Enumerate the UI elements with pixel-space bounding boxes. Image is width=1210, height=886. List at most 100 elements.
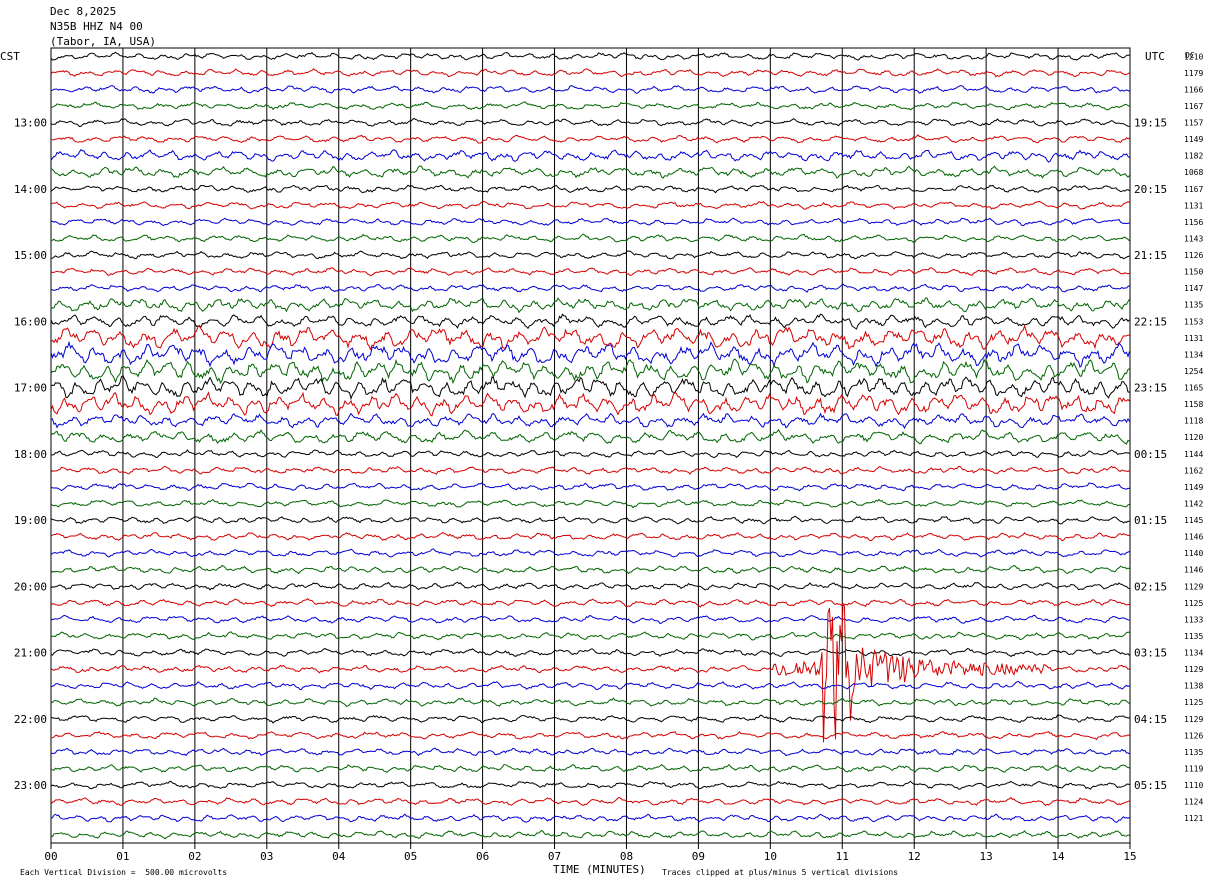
dc-offset-label: 1126 — [1184, 731, 1203, 740]
seismic-trace — [51, 200, 1130, 210]
scale-note: Each Vertical Division = 500.00 microvol… — [20, 868, 228, 877]
seismic-trace — [50, 184, 1130, 194]
right-hour-label: 05:15 — [1134, 779, 1167, 792]
seismic-trace — [50, 598, 1130, 608]
seismic-trace — [50, 428, 1130, 445]
x-tick-label: 10 — [764, 850, 777, 863]
seismic-trace — [51, 101, 1130, 111]
right-hour-label: 21:15 — [1134, 249, 1167, 262]
seismic-trace — [50, 631, 1130, 641]
dc-offset-label: 1125 — [1184, 698, 1203, 707]
dc-offset-label: 1254 — [1184, 367, 1203, 376]
seismic-trace — [50, 813, 1130, 823]
dc-offset-label: 1145 — [1184, 516, 1203, 525]
dc-offset-label: 1068 — [1184, 168, 1203, 177]
left-hour-label: 21:00 — [14, 647, 47, 660]
x-tick-label: 04 — [332, 850, 346, 863]
seismic-trace — [50, 391, 1130, 417]
dc-offset-label: 1110 — [1184, 781, 1203, 790]
x-tick-label: 03 — [260, 850, 273, 863]
right-hour-label: 02:15 — [1134, 580, 1167, 593]
seismic-trace — [50, 449, 1130, 459]
plot-location: (Tabor, IA, USA) — [50, 35, 156, 48]
left-hour-label: 19:00 — [14, 514, 47, 527]
dc-offset-label: 1131 — [1184, 201, 1203, 210]
left-hour-label: 13:00 — [14, 117, 47, 130]
x-axis-title: TIME (MINUTES) — [553, 863, 646, 876]
left-hour-label: 20:00 — [14, 580, 47, 593]
seismic-trace — [50, 697, 1130, 708]
seismic-trace — [50, 134, 1130, 144]
right-hour-label: 23:15 — [1134, 382, 1167, 395]
seismic-trace — [50, 680, 1130, 691]
dc-offset-label: 1182 — [1184, 152, 1203, 161]
seismic-trace — [50, 515, 1130, 525]
x-tick-label: 11 — [836, 850, 849, 863]
seismic-trace — [50, 714, 1130, 724]
seismic-trace — [50, 233, 1130, 244]
right-hour-label: 20:15 — [1134, 183, 1167, 196]
dc-offset-label: 1150 — [1184, 268, 1203, 277]
dc-offset-label: 1156 — [1184, 218, 1203, 227]
seismic-trace — [50, 581, 1130, 591]
dc-offset-label: 1165 — [1184, 384, 1203, 393]
seismic-trace — [51, 283, 1130, 293]
plot-date: Dec 8,2025 — [50, 5, 117, 18]
dc-offset-label: 1143 — [1184, 234, 1203, 243]
dc-offset-label: 1157 — [1184, 119, 1203, 128]
dc-offset-label: 1134 — [1184, 350, 1203, 359]
dc-offset-label: 1166 — [1184, 85, 1203, 94]
x-tick-label: 07 — [548, 850, 561, 863]
seismic-trace — [50, 374, 1130, 401]
x-tick-label: 00 — [44, 850, 57, 863]
right-hour-label: 00:15 — [1134, 448, 1167, 461]
dc-offset-label: 1129 — [1184, 715, 1203, 724]
seismic-trace — [50, 68, 1130, 78]
right-hour-label: 03:15 — [1134, 647, 1167, 660]
seismic-trace — [50, 564, 1130, 575]
x-tick-label: 14 — [1051, 850, 1065, 863]
seismic-trace — [50, 603, 1130, 743]
x-tick-label: 09 — [692, 850, 705, 863]
dc-offset-label: 1121 — [1184, 814, 1203, 823]
dc-offset-label: 1147 — [1184, 284, 1203, 293]
seismic-trace — [50, 747, 1130, 757]
seismic-trace — [50, 297, 1130, 314]
right-hour-label: 01:15 — [1134, 514, 1167, 527]
seismic-trace — [50, 614, 1130, 625]
seismic-trace — [50, 730, 1130, 741]
seismic-trace — [50, 482, 1130, 492]
dc-offset-label: 1149 — [1184, 135, 1203, 144]
dc-offset-label: 1146 — [1184, 533, 1203, 542]
seismic-trace — [50, 412, 1130, 430]
dc-column-label: DC — [1185, 51, 1195, 60]
x-tick-label: 15 — [1123, 850, 1136, 863]
dc-offset-label: 1129 — [1184, 582, 1203, 591]
x-tick-label: 01 — [116, 850, 129, 863]
left-hour-label: 16:00 — [14, 315, 47, 328]
dc-offset-label: 1135 — [1184, 748, 1203, 757]
dc-offset-label: 1119 — [1184, 764, 1203, 773]
right-timezone-label: UTC — [1145, 50, 1165, 63]
seismic-trace — [50, 648, 1130, 658]
x-tick-label: 12 — [908, 850, 921, 863]
x-tick-label: 06 — [476, 850, 489, 863]
dc-offset-label: 1118 — [1184, 417, 1203, 426]
dc-offset-label: 1126 — [1184, 251, 1203, 260]
dc-offset-label: 1179 — [1184, 69, 1203, 78]
dc-offset-label: 1140 — [1184, 549, 1203, 558]
dc-offset-label: 1138 — [1184, 682, 1203, 691]
plot-frame — [50, 47, 1131, 844]
seismic-trace — [50, 498, 1130, 509]
seismic-trace — [50, 148, 1130, 163]
dc-offset-label: 1153 — [1184, 317, 1203, 326]
left-hour-label: 22:00 — [14, 713, 47, 726]
left-hour-label: 15:00 — [14, 249, 47, 262]
dc-offset-label: 1125 — [1184, 599, 1203, 608]
left-hour-label: 18:00 — [14, 448, 47, 461]
seismic-trace — [50, 250, 1130, 260]
plot-station: N35B HHZ N4 00 — [50, 20, 143, 33]
dc-offset-label: 1135 — [1184, 632, 1203, 641]
dc-offset-label: 1167 — [1184, 185, 1203, 194]
seismic-trace — [50, 85, 1130, 94]
